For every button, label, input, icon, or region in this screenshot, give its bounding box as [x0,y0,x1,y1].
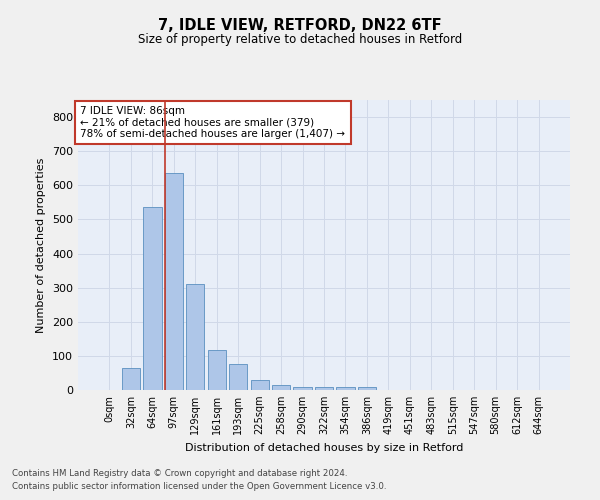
Bar [337,386,355,390]
Bar [122,368,140,390]
Bar [358,388,376,390]
Bar [208,350,226,390]
Bar [315,386,333,390]
Text: 7 IDLE VIEW: 86sqm
← 21% of detached houses are smaller (379)
78% of semi-detach: 7 IDLE VIEW: 86sqm ← 21% of detached hou… [80,106,346,139]
Bar [272,384,290,390]
Bar [143,208,161,390]
Bar [186,284,205,390]
Text: Contains HM Land Registry data © Crown copyright and database right 2024.: Contains HM Land Registry data © Crown c… [12,468,347,477]
Bar [251,380,269,390]
Text: 7, IDLE VIEW, RETFORD, DN22 6TF: 7, IDLE VIEW, RETFORD, DN22 6TF [158,18,442,32]
X-axis label: Distribution of detached houses by size in Retford: Distribution of detached houses by size … [185,442,463,452]
Text: Size of property relative to detached houses in Retford: Size of property relative to detached ho… [138,32,462,46]
Text: Contains public sector information licensed under the Open Government Licence v3: Contains public sector information licen… [12,482,386,491]
Bar [229,364,247,390]
Bar [293,386,311,390]
Y-axis label: Number of detached properties: Number of detached properties [37,158,46,332]
Bar [165,174,183,390]
